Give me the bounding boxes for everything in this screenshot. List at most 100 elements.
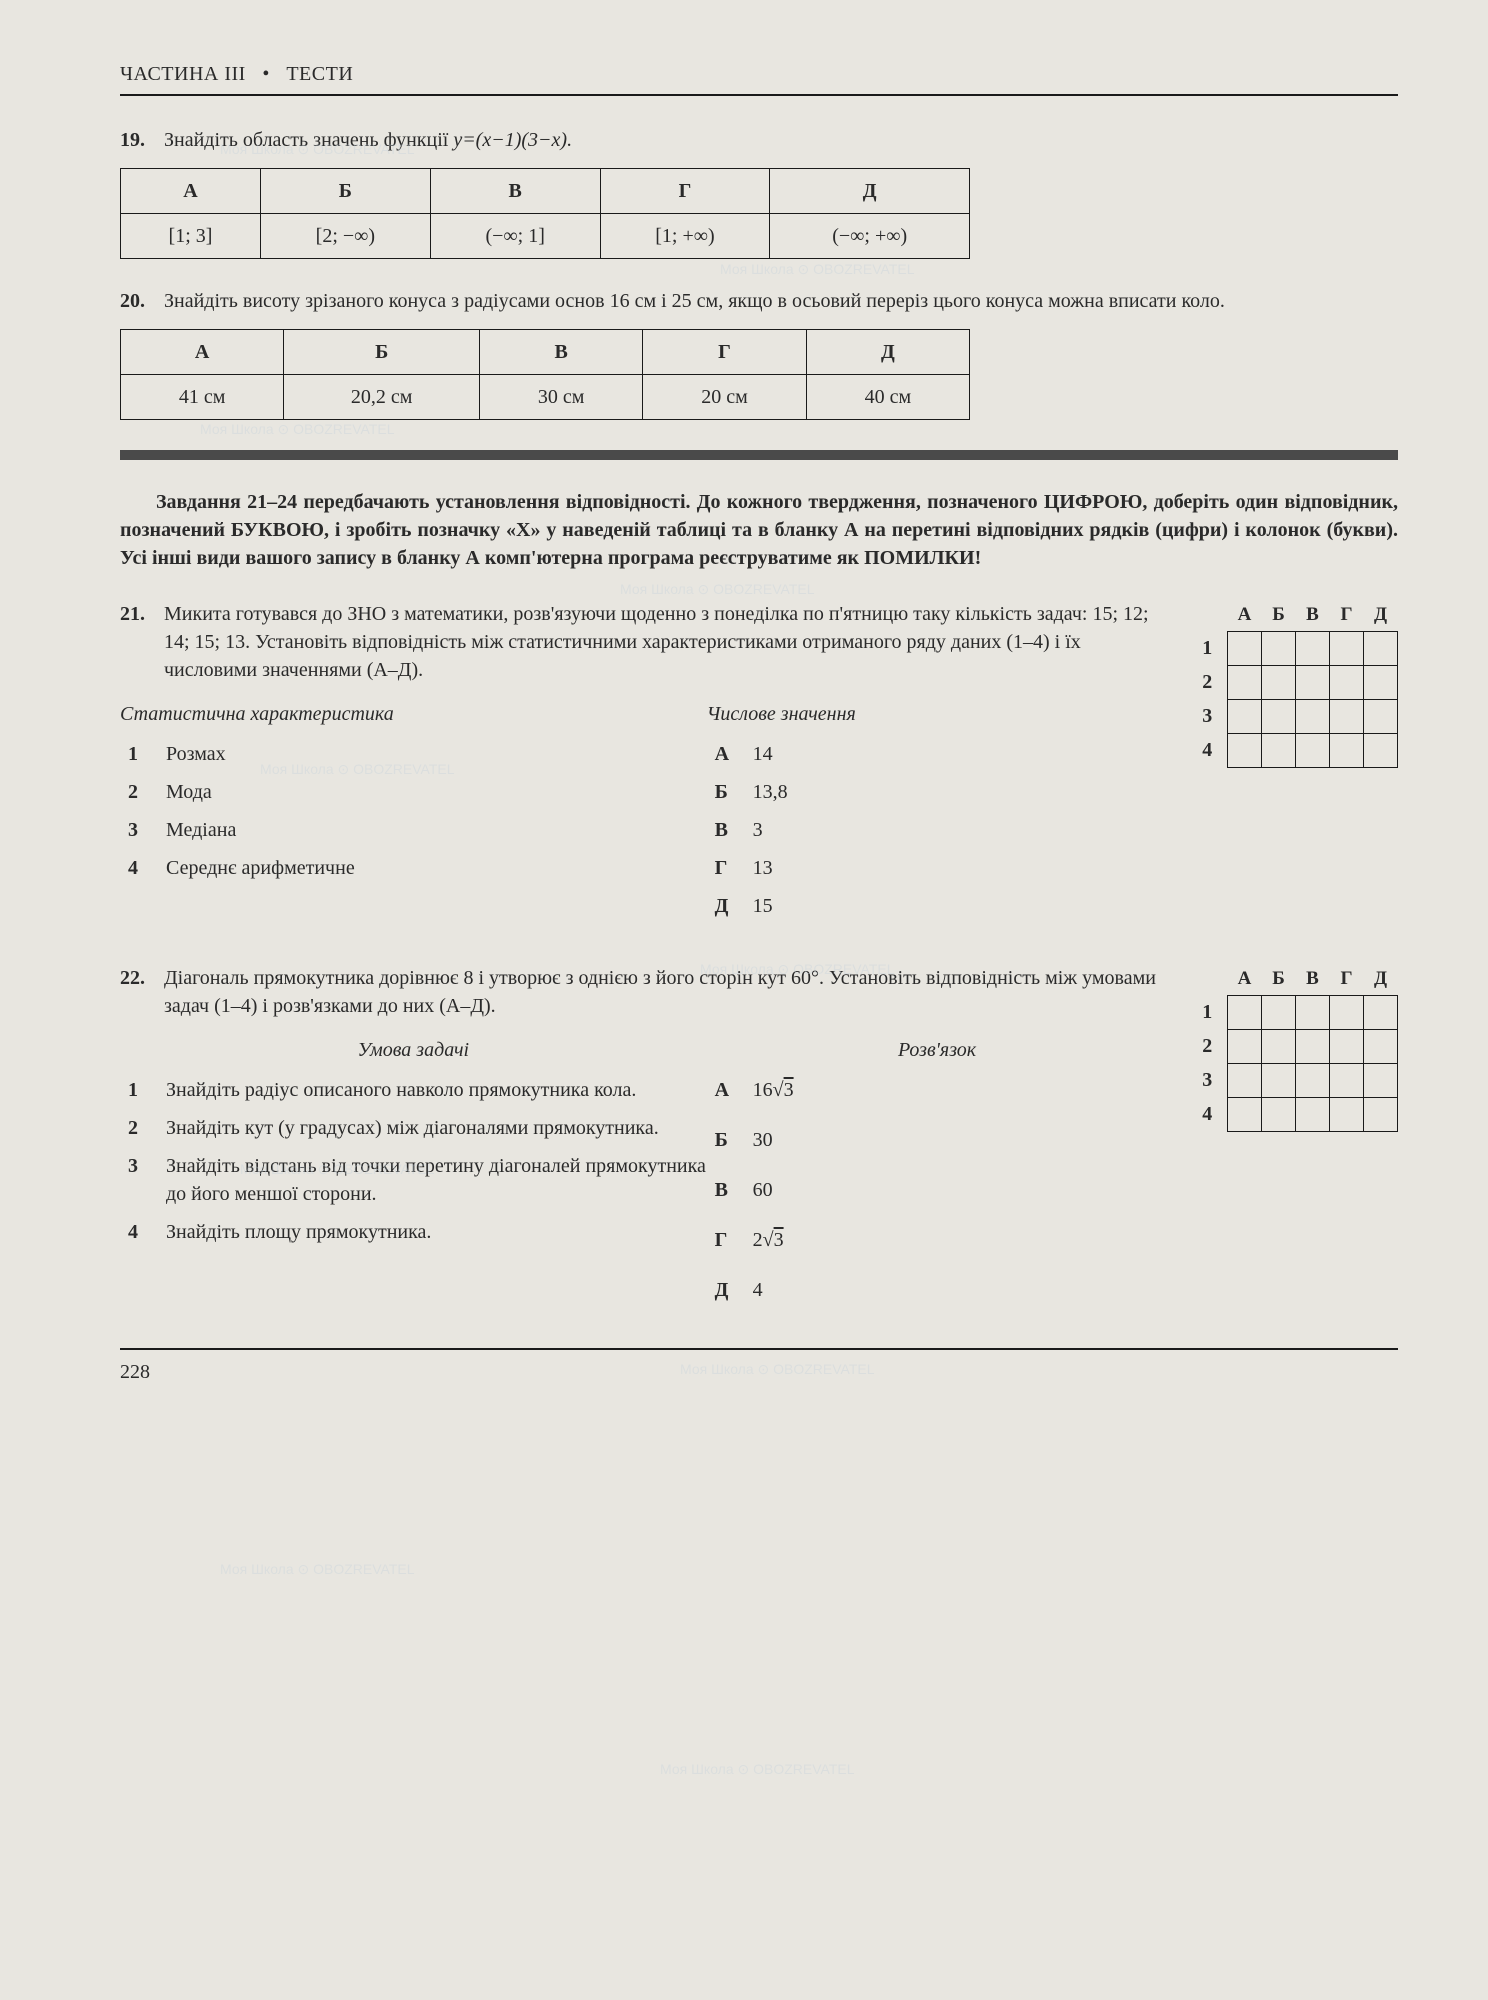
answer-cell: (−∞; 1] bbox=[430, 214, 600, 259]
grid-cell[interactable] bbox=[1364, 699, 1398, 733]
grid-cell[interactable] bbox=[1330, 1029, 1364, 1063]
answer-cell: 30 см bbox=[480, 375, 643, 420]
right-item: А16√3 bbox=[707, 1076, 1168, 1104]
right-item: Г13 bbox=[707, 854, 1168, 882]
question-number: 20. bbox=[120, 287, 154, 315]
column-heading-left: Умова задачі bbox=[120, 1036, 707, 1064]
answer-header: Г bbox=[643, 330, 806, 375]
grid-cell[interactable] bbox=[1228, 631, 1262, 665]
question-19: 19. Знайдіть область значень функції y=(… bbox=[120, 126, 1398, 259]
grid-cell[interactable] bbox=[1228, 665, 1262, 699]
right-item: Б13,8 bbox=[707, 778, 1168, 806]
right-item: В3 bbox=[707, 816, 1168, 844]
grid-cell[interactable] bbox=[1262, 665, 1296, 699]
grid-cell[interactable] bbox=[1330, 995, 1364, 1029]
grid-cell[interactable] bbox=[1330, 1097, 1364, 1131]
answer-cell: 20,2 см bbox=[284, 375, 480, 420]
grid-cell[interactable] bbox=[1364, 995, 1398, 1029]
answer-cell: [1; +∞) bbox=[600, 214, 770, 259]
answer-header: В bbox=[480, 330, 643, 375]
header-title: ТЕСТИ bbox=[286, 63, 353, 85]
grid-cell[interactable] bbox=[1228, 1097, 1262, 1131]
answer-header: Д bbox=[770, 169, 970, 214]
grid-cell[interactable] bbox=[1228, 1029, 1262, 1063]
question-number: 19. bbox=[120, 126, 154, 154]
answer-header: А bbox=[121, 169, 261, 214]
left-item: 2Мода bbox=[120, 778, 707, 806]
grid-cell[interactable] bbox=[1228, 1063, 1262, 1097]
right-item: Д4 bbox=[707, 1276, 1168, 1304]
answer-grid-21: АБВГД 1 2 3 4 bbox=[1194, 600, 1399, 930]
grid-cell[interactable] bbox=[1296, 665, 1330, 699]
header-dot: • bbox=[262, 63, 270, 85]
grid-cell[interactable] bbox=[1330, 1063, 1364, 1097]
right-item: В60 bbox=[707, 1176, 1168, 1204]
answer-cell: (−∞; +∞) bbox=[770, 214, 970, 259]
grid-cell[interactable] bbox=[1262, 995, 1296, 1029]
answer-cell: [1; 3] bbox=[121, 214, 261, 259]
question-text: Діагональ прямокутника дорівнює 8 і утво… bbox=[164, 964, 1168, 1020]
grid-cell[interactable] bbox=[1228, 995, 1262, 1029]
grid-cell[interactable] bbox=[1364, 1029, 1398, 1063]
grid-cell[interactable] bbox=[1296, 1063, 1330, 1097]
answer-grid-22: АБВГД 1 2 3 4 bbox=[1194, 964, 1399, 1314]
grid-cell[interactable] bbox=[1330, 733, 1364, 767]
grid-cell[interactable] bbox=[1364, 733, 1398, 767]
question-number: 22. bbox=[120, 964, 154, 1020]
instruction-block: Завдання 21–24 передбачають установлення… bbox=[120, 488, 1398, 572]
right-item: Б30 bbox=[707, 1126, 1168, 1154]
answer-header: В bbox=[430, 169, 600, 214]
header-part: ЧАСТИНА III bbox=[120, 63, 246, 85]
question-text: Микита готувався до ЗНО з математики, ро… bbox=[164, 600, 1168, 684]
answer-table-20: А Б В Г Д 41 см 20,2 см 30 см 20 см 40 с… bbox=[120, 329, 970, 420]
answer-cell: 40 см bbox=[806, 375, 969, 420]
grid-cell[interactable] bbox=[1262, 1063, 1296, 1097]
grid-cell[interactable] bbox=[1364, 1063, 1398, 1097]
grid-cell[interactable] bbox=[1296, 631, 1330, 665]
grid-cell[interactable] bbox=[1296, 1097, 1330, 1131]
grid-cell[interactable] bbox=[1262, 1029, 1296, 1063]
answer-header: Б bbox=[284, 330, 480, 375]
page-number: 228 bbox=[120, 1348, 1398, 1386]
answer-header: Б bbox=[260, 169, 430, 214]
answer-cell: [2; −∞) bbox=[260, 214, 430, 259]
left-item: 1Розмах bbox=[120, 740, 707, 768]
left-item: 3Знайдіть відстань від точки перетину ді… bbox=[120, 1152, 707, 1208]
grid-cell[interactable] bbox=[1296, 733, 1330, 767]
right-item: Г2√3 bbox=[707, 1226, 1168, 1254]
grid-cell[interactable] bbox=[1228, 699, 1262, 733]
grid-cell[interactable] bbox=[1296, 699, 1330, 733]
answer-table-19: А Б В Г Д [1; 3] [2; −∞) (−∞; 1] [1; +∞)… bbox=[120, 168, 970, 259]
question-22: 22. Діагональ прямокутника дорівнює 8 і … bbox=[120, 964, 1398, 1314]
grid-cell[interactable] bbox=[1364, 665, 1398, 699]
grid-cell[interactable] bbox=[1262, 1097, 1296, 1131]
left-item: 1Знайдіть радіус описаного навколо прямо… bbox=[120, 1076, 707, 1104]
section-divider bbox=[120, 450, 1398, 460]
grid-cell[interactable] bbox=[1296, 1029, 1330, 1063]
grid-cell[interactable] bbox=[1228, 733, 1262, 767]
grid-cell[interactable] bbox=[1262, 631, 1296, 665]
grid-cell[interactable] bbox=[1296, 995, 1330, 1029]
grid-cell[interactable] bbox=[1330, 631, 1364, 665]
grid-cell[interactable] bbox=[1262, 699, 1296, 733]
question-text: Знайдіть висоту зрізаного конуса з радіу… bbox=[164, 287, 1398, 315]
question-formula: y=(x−1)(3−x). bbox=[453, 129, 572, 151]
column-heading-right: Числове значення bbox=[707, 700, 1168, 728]
answer-header: Г bbox=[600, 169, 770, 214]
left-item: 4Знайдіть площу прямокутника. bbox=[120, 1218, 707, 1246]
answer-header: Д bbox=[806, 330, 969, 375]
left-item: 2Знайдіть кут (у градусах) між діагоналя… bbox=[120, 1114, 707, 1142]
grid-cell[interactable] bbox=[1330, 665, 1364, 699]
question-21: 21. Микита готувався до ЗНО з математики… bbox=[120, 600, 1398, 930]
left-item: 3Медіана bbox=[120, 816, 707, 844]
right-item: Д15 bbox=[707, 892, 1168, 920]
page-header: ЧАСТИНА III • ТЕСТИ bbox=[120, 60, 1398, 96]
grid-cell[interactable] bbox=[1330, 699, 1364, 733]
left-item: 4Середнє арифметичне bbox=[120, 854, 707, 882]
question-20: 20. Знайдіть висоту зрізаного конуса з р… bbox=[120, 287, 1398, 420]
grid-cell[interactable] bbox=[1262, 733, 1296, 767]
grid-cell[interactable] bbox=[1364, 631, 1398, 665]
grid-cell[interactable] bbox=[1364, 1097, 1398, 1131]
column-heading-right: Розв'язок bbox=[707, 1036, 1168, 1064]
question-text: Знайдіть область значень функції y=(x−1)… bbox=[164, 126, 1398, 154]
